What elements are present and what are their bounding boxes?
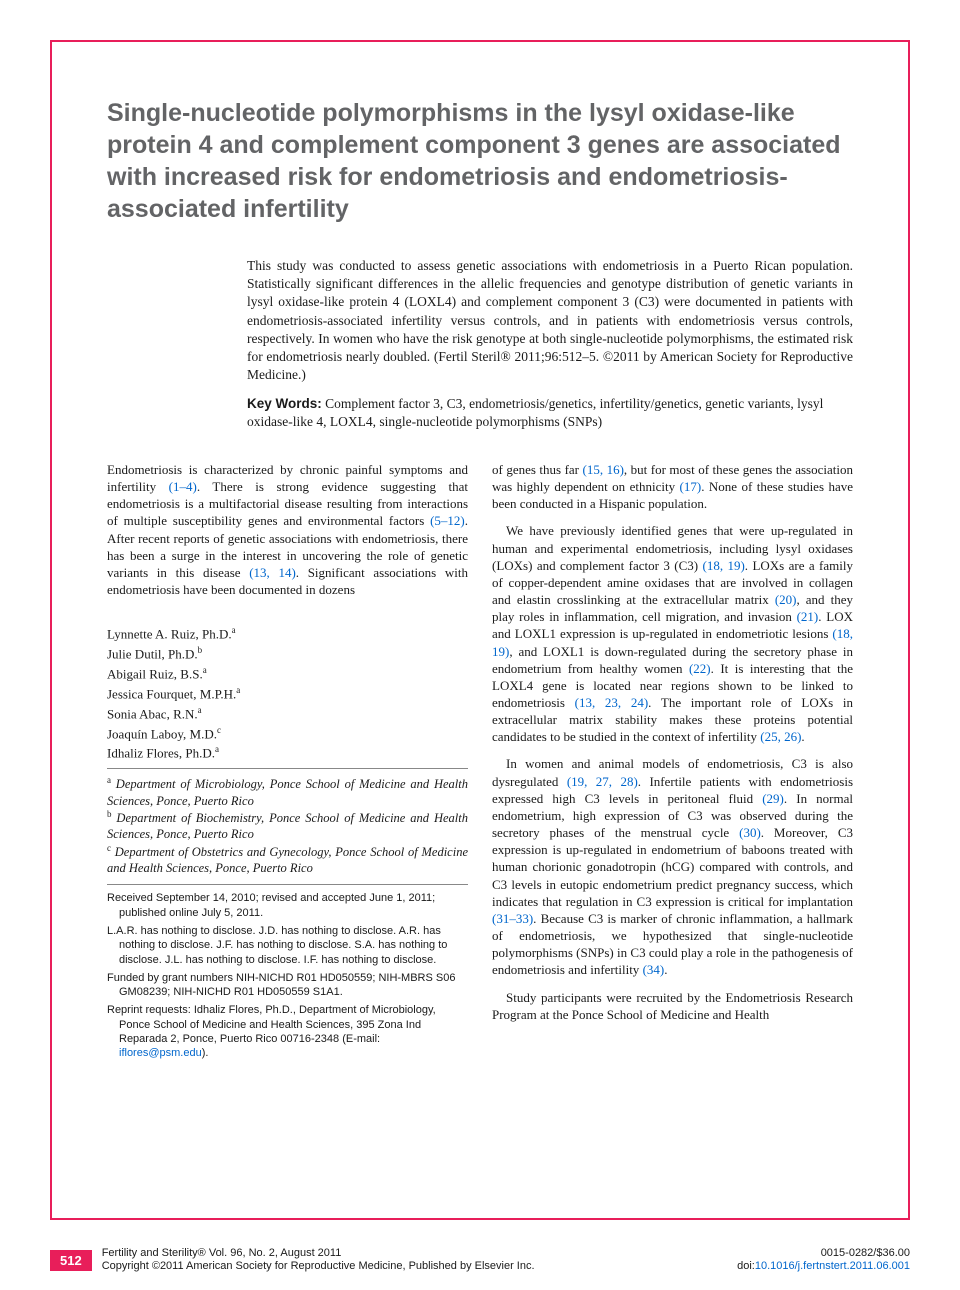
article-title: Single-nucleotide polymorphisms in the l… xyxy=(107,97,853,225)
content-frame: Single-nucleotide polymorphisms in the l… xyxy=(50,40,910,1220)
citation-link[interactable]: (13, 14) xyxy=(249,565,296,580)
citation-link[interactable]: (5–12) xyxy=(430,513,465,528)
text-run: . xyxy=(801,729,804,744)
citation-link[interactable]: (13, 23, 24) xyxy=(575,695,649,710)
body-paragraph: In women and animal models of endometrio… xyxy=(492,755,853,978)
author-entry: Joaquín Laboy, M.D.c xyxy=(107,724,468,743)
citation-link[interactable]: (17) xyxy=(680,479,702,494)
body-paragraph: of genes thus far (15, 16), but for most… xyxy=(492,461,853,512)
article-meta: Received September 14, 2010; revised and… xyxy=(107,884,468,1060)
citation-link[interactable]: (15, 16) xyxy=(583,462,624,477)
funding-text: Funded by grant numbers NIH-NICHD R01 HD… xyxy=(107,971,468,1000)
corresponding-email-link[interactable]: iflores@psm.edu xyxy=(119,1047,202,1059)
author-entry: Abigail Ruiz, B.S.a xyxy=(107,664,468,683)
journal-citation: Fertility and Sterility® Vol. 96, No. 2,… xyxy=(102,1247,727,1261)
affiliation-entry: c Department of Obstetrics and Gynecolog… xyxy=(107,843,468,877)
disclosure-text: L.A.R. has nothing to disclose. J.D. has… xyxy=(107,924,468,967)
body-paragraph: Endometriosis is characterized by chroni… xyxy=(107,461,468,598)
affiliation-list: a Department of Microbiology, Ponce Scho… xyxy=(107,768,468,876)
author-entry: Jessica Fourquet, M.P.H.a xyxy=(107,684,468,703)
citation-link[interactable]: (18, 19) xyxy=(702,558,744,573)
citation-link[interactable]: (1–4) xyxy=(169,479,197,494)
citation-link[interactable]: (34) xyxy=(643,962,665,977)
body-columns: Endometriosis is characterized by chroni… xyxy=(107,461,853,1065)
citation-link[interactable]: (19, 27, 28) xyxy=(567,774,638,789)
author-entry: Sonia Abac, R.N.a xyxy=(107,704,468,723)
abstract-text: This study was conducted to assess genet… xyxy=(247,257,853,385)
text-run: ). xyxy=(202,1047,209,1059)
author-list: Lynnette A. Ruiz, Ph.D.aJulie Dutil, Ph.… xyxy=(107,624,468,762)
citation-link[interactable]: (20) xyxy=(775,592,797,607)
doi-label: doi: xyxy=(737,1260,755,1272)
page-footer: 512 Fertility and Sterility® Vol. 96, No… xyxy=(50,1247,910,1275)
issn-text: 0015-0282/$36.00 xyxy=(737,1247,910,1261)
affiliation-entry: b Department of Biochemistry, Ponce Scho… xyxy=(107,809,468,843)
journal-page: Single-nucleotide polymorphisms in the l… xyxy=(0,0,960,1290)
citation-link[interactable]: (22) xyxy=(689,661,711,676)
author-entry: Julie Dutil, Ph.D.b xyxy=(107,644,468,663)
keywords: Key Words: Complement factor 3, C3, endo… xyxy=(247,395,853,431)
affiliation-entry: a Department of Microbiology, Ponce Scho… xyxy=(107,775,468,809)
page-number-badge: 512 xyxy=(50,1250,92,1271)
reprint-request: Reprint requests: Idhaliz Flores, Ph.D.,… xyxy=(107,1003,468,1060)
author-entry: Lynnette A. Ruiz, Ph.D.a xyxy=(107,624,468,643)
text-run: Reprint requests: Idhaliz Flores, Ph.D.,… xyxy=(107,1004,436,1045)
footer-left-block: Fertility and Sterility® Vol. 96, No. 2,… xyxy=(102,1247,727,1275)
body-paragraph: Study participants were recruited by the… xyxy=(492,989,853,1023)
copyright-line: Copyright ©2011 American Society for Rep… xyxy=(102,1260,727,1274)
footer-right-block: 0015-0282/$36.00 doi:10.1016/j.fertnster… xyxy=(737,1247,910,1275)
citation-link[interactable]: (21) xyxy=(797,609,819,624)
left-column: Endometriosis is characterized by chroni… xyxy=(107,461,468,1065)
citation-link[interactable]: (29) xyxy=(762,791,784,806)
citation-link[interactable]: (25, 26) xyxy=(760,729,801,744)
body-paragraph: We have previously identified genes that… xyxy=(492,522,853,745)
keywords-text: Complement factor 3, C3, endometriosis/g… xyxy=(247,396,823,429)
doi-link[interactable]: 10.1016/j.fertnstert.2011.06.001 xyxy=(755,1260,910,1272)
text-run: of genes thus far xyxy=(492,462,583,477)
author-entry: Idhaliz Flores, Ph.D.a xyxy=(107,743,468,762)
citation-link[interactable]: (30) xyxy=(739,825,761,840)
right-column: of genes thus far (15, 16), but for most… xyxy=(492,461,853,1065)
received-dates: Received September 14, 2010; revised and… xyxy=(107,891,468,920)
citation-link[interactable]: (31–33) xyxy=(492,911,533,926)
text-run: . xyxy=(664,962,667,977)
doi-line: doi:10.1016/j.fertnstert.2011.06.001 xyxy=(737,1260,910,1274)
text-run: . Because C3 is marker of chronic inflam… xyxy=(492,911,853,977)
keywords-label: Key Words: xyxy=(247,396,322,411)
